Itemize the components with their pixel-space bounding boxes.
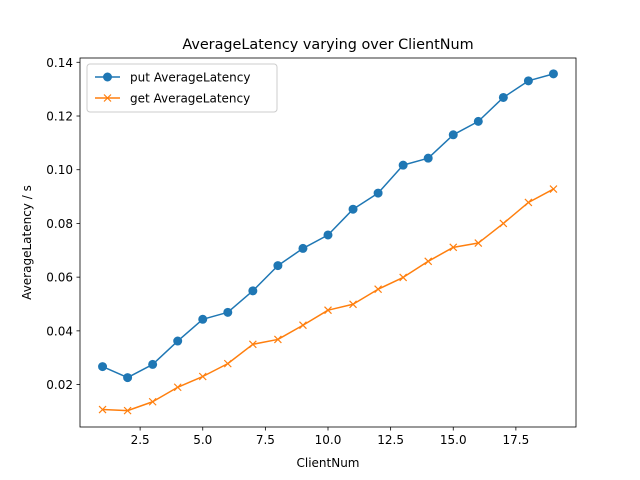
y-tick-label: 0.10	[46, 163, 73, 177]
y-tick-label: 0.08	[46, 217, 73, 231]
data-point	[248, 286, 258, 296]
data-point	[148, 359, 158, 369]
data-point	[524, 198, 533, 207]
legend: put AverageLatency get AverageLatency	[86, 63, 278, 113]
data-point	[374, 285, 383, 294]
data-point	[474, 239, 483, 247]
x-axis-label: ClientNum	[296, 456, 359, 470]
data-point	[273, 261, 283, 271]
data-point	[473, 116, 483, 126]
data-point	[173, 336, 183, 346]
data-point	[98, 362, 108, 372]
series-get	[98, 185, 558, 415]
x-tick-label: 2.5	[131, 433, 150, 447]
data-point	[198, 314, 208, 324]
legend-label: put AverageLatency	[130, 71, 250, 85]
data-point	[523, 76, 533, 86]
data-point	[148, 397, 157, 406]
y-tick-label: 0.02	[46, 378, 73, 392]
data-point	[324, 306, 332, 315]
data-point	[298, 243, 308, 253]
x-axis-ticks: 2.5 5.0 7.5 10.0 12.5 15.0 17.5	[131, 427, 530, 447]
y-axis-ticks: 0.02 0.04 0.06 0.08 0.10 0.12 0.14	[46, 56, 80, 392]
data-point	[248, 340, 257, 349]
data-point	[299, 321, 307, 330]
data-point	[448, 130, 458, 140]
data-point	[498, 92, 508, 102]
legend-entry: get AverageLatency	[95, 92, 250, 106]
y-tick-label: 0.12	[46, 110, 73, 124]
data-point	[323, 230, 333, 240]
data-point	[223, 307, 233, 317]
series-put	[98, 69, 558, 383]
x-tick-label: 17.5	[503, 433, 530, 447]
data-point	[123, 373, 133, 383]
y-tick-label: 0.14	[46, 56, 73, 70]
legend-marker	[103, 94, 112, 102]
data-point	[424, 257, 433, 266]
data-point	[423, 153, 433, 163]
data-point	[499, 219, 508, 228]
data-point	[449, 243, 458, 252]
data-point	[549, 185, 558, 193]
y-axis-label: AverageLatency / s	[20, 185, 34, 300]
x-tick-label: 15.0	[440, 433, 467, 447]
legend-marker	[103, 72, 112, 82]
series-layer	[98, 69, 558, 415]
legend-entry: put AverageLatency	[95, 71, 250, 85]
x-tick-label: 7.5	[256, 433, 275, 447]
data-point	[198, 372, 207, 381]
data-point	[273, 335, 282, 344]
data-point	[399, 273, 408, 282]
data-point	[349, 300, 357, 309]
legend-box	[86, 63, 278, 113]
data-point	[348, 204, 358, 214]
data-point	[548, 69, 558, 79]
y-tick-label: 0.06	[46, 271, 73, 285]
chart-title: AverageLatency varying over ClientNum	[182, 37, 473, 53]
x-tick-label: 10.0	[315, 433, 342, 447]
data-point	[123, 406, 132, 415]
x-tick-label: 12.5	[377, 433, 404, 447]
data-point	[98, 405, 107, 414]
data-point	[398, 160, 408, 170]
y-tick-label: 0.04	[46, 324, 73, 338]
data-point	[173, 383, 182, 392]
legend-label: get AverageLatency	[130, 92, 250, 106]
data-point	[223, 359, 232, 368]
x-tick-label: 5.0	[193, 433, 212, 447]
data-point	[373, 188, 383, 198]
